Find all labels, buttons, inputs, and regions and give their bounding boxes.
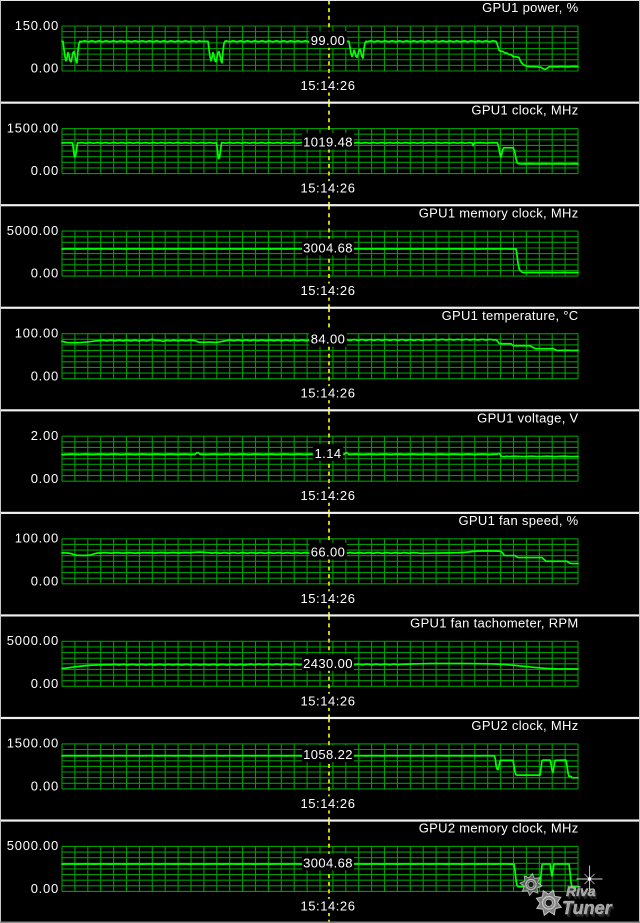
- svg-text:0.00: 0.00: [31, 266, 59, 281]
- svg-text:0.00: 0.00: [31, 368, 59, 383]
- svg-text:15:14:26: 15:14:26: [300, 898, 355, 913]
- svg-text:Riva: Riva: [568, 886, 598, 902]
- svg-text:1.14: 1.14: [315, 446, 342, 461]
- svg-text:0.00: 0.00: [31, 778, 59, 793]
- svg-text:GPU1 fan tachometer, RPM: GPU1 fan tachometer, RPM: [410, 616, 578, 631]
- svg-text:GPU1 temperature, °C: GPU1 temperature, °C: [442, 308, 579, 323]
- svg-text:0.00: 0.00: [31, 163, 59, 178]
- svg-text:15:14:26: 15:14:26: [300, 181, 355, 196]
- svg-text:0.00: 0.00: [31, 471, 59, 486]
- svg-text:2.00: 2.00: [31, 428, 59, 443]
- svg-text:15:14:26: 15:14:26: [300, 386, 355, 401]
- svg-text:5000.00: 5000.00: [7, 838, 59, 853]
- svg-text:99.00: 99.00: [311, 33, 346, 48]
- svg-text:5000.00: 5000.00: [7, 223, 59, 238]
- svg-text:150.00: 150.00: [15, 18, 59, 33]
- svg-text:GPU2 clock, MHz: GPU2 clock, MHz: [471, 718, 578, 733]
- svg-text:0.00: 0.00: [31, 676, 59, 691]
- svg-text:Tuner: Tuner: [563, 900, 614, 920]
- svg-text:15:14:26: 15:14:26: [300, 591, 355, 606]
- svg-text:GPU1 memory clock, MHz: GPU1 memory clock, MHz: [419, 205, 579, 220]
- svg-text:GPU1 fan speed, %: GPU1 fan speed, %: [459, 513, 579, 528]
- svg-text:Tuner: Tuner: [564, 901, 615, 921]
- svg-text:0.00: 0.00: [31, 573, 59, 588]
- svg-text:1019.48: 1019.48: [303, 135, 353, 150]
- svg-text:GPU1 clock, MHz: GPU1 clock, MHz: [471, 103, 578, 118]
- svg-text:15:14:26: 15:14:26: [300, 693, 355, 708]
- svg-text:84.00: 84.00: [311, 332, 346, 347]
- svg-text:15:14:26: 15:14:26: [300, 488, 355, 503]
- svg-text:1500.00: 1500.00: [7, 736, 59, 751]
- svg-text:2430.00: 2430.00: [303, 656, 353, 671]
- svg-text:15:14:26: 15:14:26: [300, 78, 355, 93]
- svg-text:0.00: 0.00: [31, 61, 59, 76]
- svg-text:Riva: Riva: [566, 883, 596, 899]
- svg-text:Riva: Riva: [567, 885, 597, 901]
- svg-text:GPU1 voltage, V: GPU1 voltage, V: [477, 410, 578, 425]
- svg-text:3004.68: 3004.68: [303, 240, 353, 255]
- svg-text:100.00: 100.00: [15, 531, 59, 546]
- svg-text:1500.00: 1500.00: [7, 120, 59, 135]
- svg-text:Tuner: Tuner: [562, 898, 613, 918]
- svg-text:1058.22: 1058.22: [303, 747, 353, 762]
- svg-text:GPU2 memory clock, MHz: GPU2 memory clock, MHz: [419, 821, 579, 836]
- svg-text:15:14:26: 15:14:26: [300, 283, 355, 298]
- svg-text:GPU1 power, %: GPU1 power, %: [482, 0, 579, 15]
- svg-text:66.00: 66.00: [311, 545, 346, 560]
- svg-text:5000.00: 5000.00: [7, 633, 59, 648]
- svg-text:0.00: 0.00: [31, 881, 59, 896]
- svg-text:3004.68: 3004.68: [303, 855, 353, 870]
- svg-text:15:14:26: 15:14:26: [300, 796, 355, 811]
- svg-text:100.00: 100.00: [15, 325, 59, 340]
